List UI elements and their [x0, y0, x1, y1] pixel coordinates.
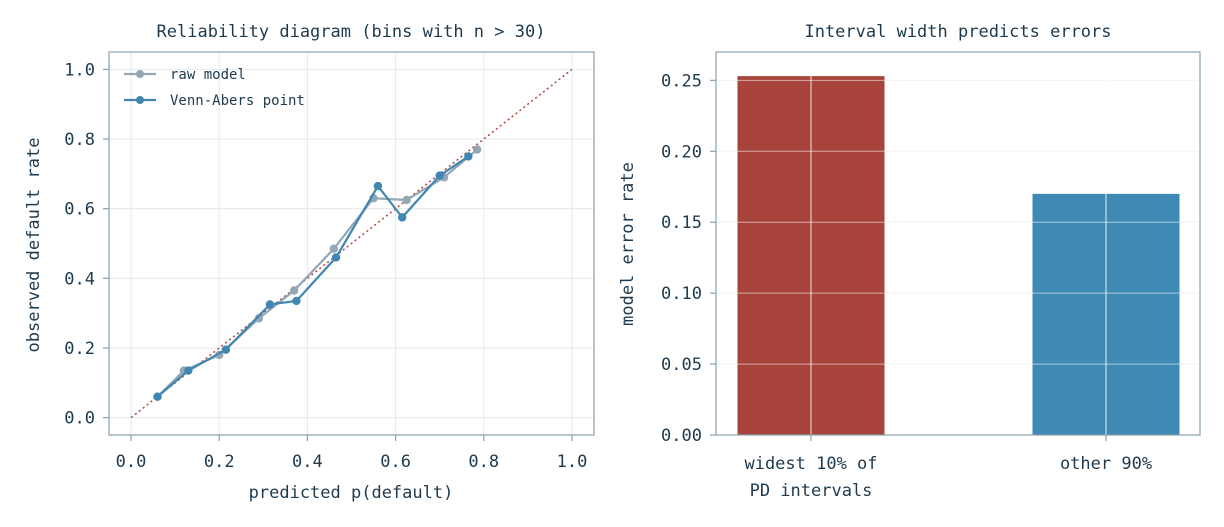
reliability-y-tick-label: 0.8 [64, 130, 95, 150]
reliability-x-tick-label: 0.8 [468, 452, 499, 472]
venn-abers-line [156, 155, 469, 398]
bar-x-ticks: widest 10% of PD intervals other 90% [744, 435, 1152, 501]
venn-abers-point [265, 300, 275, 309]
venn-abers-point [435, 171, 444, 180]
bar-series [737, 76, 1180, 436]
raw-model-point [289, 286, 299, 295]
bar-axes-frame [715, 51, 1201, 436]
reliability-y-label: observed default rate [24, 138, 44, 353]
bar-y-label: model error rate [618, 162, 638, 326]
bar-y-tick-label: 0.25 [661, 71, 702, 91]
reliability-x-tick-label: 0.0 [116, 452, 147, 472]
venn-abers-point [331, 253, 341, 262]
venn-abers-point [373, 181, 383, 191]
bar-y-ticks: 0.00 0.05 0.10 0.15 0.20 0.25 [661, 71, 716, 446]
legend-raw-model-label: raw model [170, 67, 246, 83]
bar-y-tick-label: 0.10 [661, 284, 702, 304]
error-rate-panel: Interval width predicts errors 0.000.050… [618, 22, 1201, 501]
reliability-legend: raw model Venn-Abers point [124, 67, 305, 109]
bar-x-tick-label: PD intervals [750, 481, 873, 501]
reliability-panel: Reliability diagram (bins with n > 30) 0… [24, 22, 595, 503]
reliability-x-tick-label: 0.2 [204, 452, 235, 472]
reliability-series [153, 145, 482, 401]
raw-model-point [402, 195, 411, 205]
reliability-title: Reliability diagram (bins with n > 30) [157, 22, 546, 42]
legend-venn-abers-label: Venn-Abers point [170, 93, 305, 109]
venn-abers-point [464, 152, 473, 161]
reliability-axes-frame [108, 51, 595, 436]
raw-model-point [329, 244, 339, 253]
raw-model-point [254, 314, 264, 323]
reliability-y-tick-label: 1.0 [64, 60, 95, 80]
venn-abers-point [398, 213, 407, 222]
reliability-x-label: predicted p(default) [249, 483, 454, 503]
bar-y-tick-label: 0.05 [661, 355, 702, 375]
bar-y-tick-label: 0.00 [661, 426, 702, 446]
error-rate-title: Interval width predicts errors [804, 22, 1111, 42]
reliability-grid [109, 52, 594, 435]
venn-abers-point [153, 392, 162, 401]
legend-raw-model-marker [136, 70, 144, 78]
venn-abers-point [184, 366, 193, 375]
legend-venn-abers-marker [136, 96, 144, 104]
reliability-x-ticks: 0.0 0.2 0.4 0.6 0.8 1.0 [116, 435, 588, 472]
reliability-x-tick-label: 1.0 [557, 452, 588, 472]
diagonal-reference-line [130, 68, 573, 419]
bar-x-tick-label: other 90% [1060, 454, 1152, 474]
bar-y-tick-label: 0.20 [661, 142, 702, 162]
bar-x-tick-label: widest 10% of [744, 454, 877, 474]
raw-model-point [472, 145, 482, 154]
reliability-x-tick-label: 0.6 [380, 452, 411, 472]
reliability-y-tick-label: 0.6 [64, 200, 95, 220]
bar-y-tick-label: 0.15 [661, 213, 702, 233]
reliability-y-tick-label: 0.0 [64, 409, 95, 429]
reliability-y-ticks: 0.0 0.2 0.4 0.6 0.8 1.0 [64, 60, 109, 429]
venn-abers-point [292, 296, 301, 306]
reliability-y-tick-label: 0.4 [64, 269, 95, 289]
reliability-x-tick-label: 0.4 [292, 452, 323, 472]
reliability-y-tick-label: 0.2 [64, 339, 95, 359]
venn-abers-point [221, 345, 231, 354]
